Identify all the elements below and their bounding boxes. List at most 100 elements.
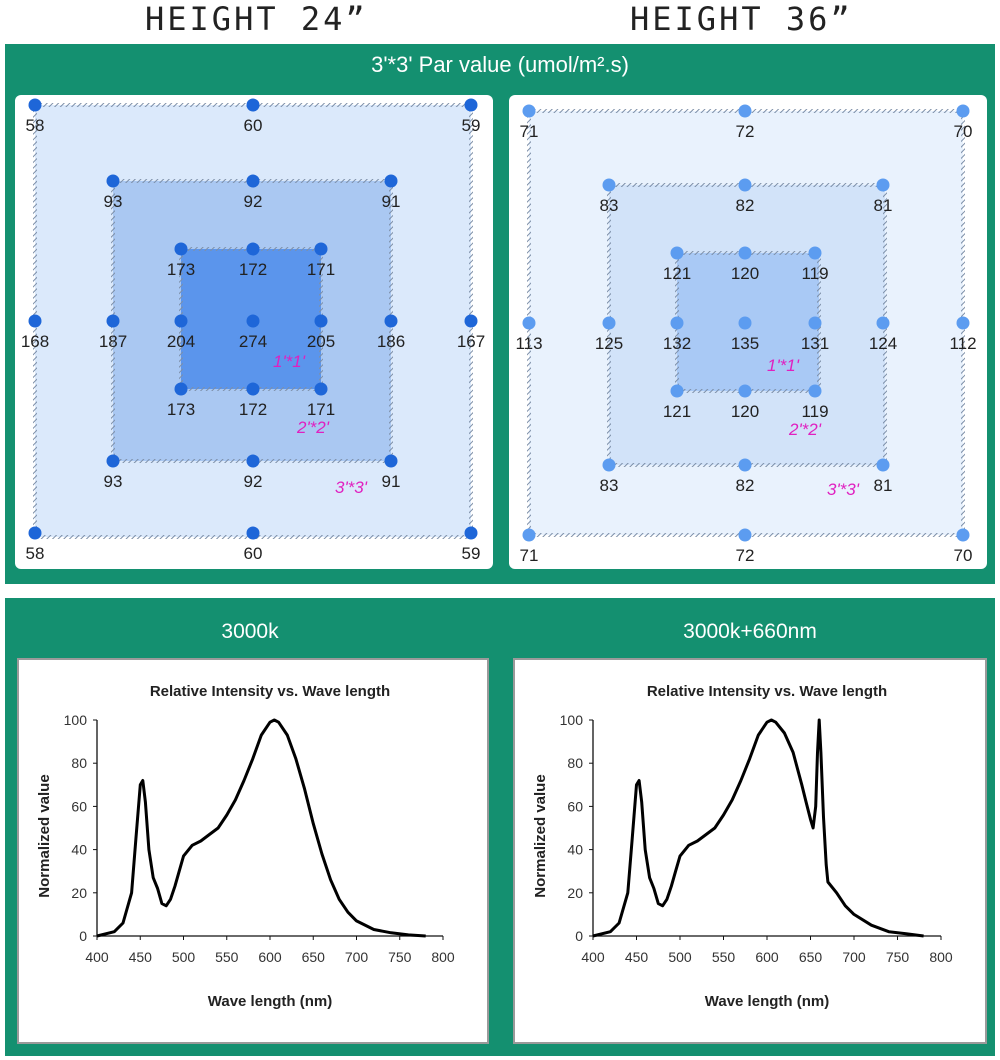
par-value-mid: 92: [244, 472, 263, 491]
par-value-outer: 113: [515, 334, 542, 353]
par-value-outer: 60: [244, 116, 263, 135]
par-point-dot: [876, 316, 890, 330]
par-value-inner: 171: [307, 400, 335, 419]
y-tick-label: 0: [575, 928, 583, 944]
par-point-dot: [246, 314, 260, 328]
par-point-dot: [246, 98, 260, 112]
zone-label-2x2: 2'*2': [788, 420, 822, 439]
x-tick-label: 700: [345, 949, 369, 965]
par-value-mid: 82: [736, 196, 755, 215]
par-value-inner: 204: [167, 332, 195, 351]
x-tick-label: 450: [625, 949, 649, 965]
y-tick-label: 80: [71, 755, 87, 771]
par-point-dot: [464, 98, 478, 112]
par-value-inner: 172: [239, 400, 267, 419]
chart-title: Relative Intensity vs. Wave length: [647, 683, 887, 700]
par-point-dot: [808, 246, 822, 260]
par-value-inner: 120: [731, 264, 759, 283]
par-value-mid: 125: [595, 334, 623, 353]
par-value-outer: 168: [21, 332, 49, 351]
par-value-outer: 71: [520, 546, 539, 565]
par-point-dot: [246, 454, 260, 468]
par-value-mid: 187: [99, 332, 127, 351]
par-value-mid: 91: [382, 192, 401, 211]
y-tick-label: 40: [71, 842, 87, 858]
x-axis-label: Wave length (nm): [208, 993, 332, 1010]
x-tick-label: 600: [258, 949, 282, 965]
par-point-dot: [738, 384, 752, 398]
spectrum-line: [96, 718, 426, 938]
par-grid-36: 71 72 70 113 112 71 72 70 83 82 81 125 124 83 82 81 121 1…: [515, 104, 977, 565]
par-value-outer: 72: [736, 546, 755, 565]
par-point-dot: [602, 316, 616, 330]
par-value-outer: 72: [736, 122, 755, 141]
par-value-outer: 59: [462, 544, 481, 563]
par-banner: 3'*3' Par value (umol/m².s): [371, 52, 629, 77]
par-point-dot: [314, 242, 328, 256]
x-tick-label: 500: [172, 949, 196, 965]
par-value-mid: 81: [874, 476, 893, 495]
par-value-inner: 173: [167, 260, 195, 279]
par-value-inner: 171: [307, 260, 335, 279]
par-point-dot: [956, 104, 970, 118]
par-value-outer: 60: [244, 544, 263, 563]
x-tick-label: 800: [929, 949, 953, 965]
y-tick-label: 80: [567, 755, 583, 771]
chart-title: Relative Intensity vs. Wave length: [150, 683, 390, 700]
par-point-dot: [106, 174, 120, 188]
x-tick-label: 800: [431, 949, 455, 965]
par-point-dot: [738, 104, 752, 118]
y-tick-label: 20: [567, 885, 583, 901]
x-tick-label: 400: [581, 949, 605, 965]
par-value-inner: 173: [167, 400, 195, 419]
par-point-dot: [464, 314, 478, 328]
par-point-dot: [956, 528, 970, 542]
par-point-dot: [808, 316, 822, 330]
zone-label-1x1: 1'*1': [767, 356, 800, 375]
spectrum-line: [592, 718, 924, 938]
x-tick-label: 550: [215, 949, 239, 965]
par-value-mid: 82: [736, 476, 755, 495]
par-value-outer: 59: [462, 116, 481, 135]
x-tick-label: 550: [712, 949, 736, 965]
x-tick-label: 450: [129, 949, 153, 965]
par-value-mid: 186: [377, 332, 405, 351]
par-point-dot: [670, 246, 684, 260]
par-point-dot: [246, 174, 260, 188]
x-axis-label: Wave length (nm): [705, 993, 829, 1010]
par-card-24: 58 60 59 168 167 58 60 59 93 92 91 187 186 93 92 91 173 1…: [15, 95, 493, 569]
par-point-dot: [384, 454, 398, 468]
par-point-dot: [738, 246, 752, 260]
par-point-dot: [522, 104, 536, 118]
par-value-mid: 83: [600, 196, 619, 215]
par-point-dot: [106, 454, 120, 468]
par-value-outer: 71: [520, 122, 539, 141]
height-24-heading: HEIGHT 24”: [145, 0, 368, 38]
par-point-dot: [956, 316, 970, 330]
par-point-dot: [670, 316, 684, 330]
zone-label-3x3: 3'*3': [827, 480, 860, 499]
par-point-dot: [174, 314, 188, 328]
zone-label-1x1: 1'*1': [273, 352, 306, 371]
par-value-inner: 120: [731, 402, 759, 421]
par-point-dot: [28, 526, 42, 540]
par-value-inner: 119: [801, 264, 828, 283]
zone-label-3x3: 3'*3': [335, 478, 368, 497]
par-point-dot: [28, 98, 42, 112]
par-value-inner: 121: [663, 402, 691, 421]
par-value-outer: 70: [954, 546, 973, 565]
par-point-dot: [522, 316, 536, 330]
spectrum-chart-3000k: Relative Intensity vs. Wave length 0 20 40 6…: [36, 683, 455, 1010]
x-tick-label: 650: [302, 949, 326, 965]
par-value-inner: 172: [239, 260, 267, 279]
par-point-dot: [384, 174, 398, 188]
par-value-mid: 93: [104, 192, 123, 211]
y-tick-label: 40: [567, 842, 583, 858]
par-point-dot: [28, 314, 42, 328]
height-36-heading: HEIGHT 36”: [630, 0, 853, 38]
par-point-dot: [314, 382, 328, 396]
par-point-dot: [876, 178, 890, 192]
par-grid-24: 58 60 59 168 167 58 60 59 93 92 91 187 186 93 92 91 173 1…: [21, 98, 485, 563]
par-point-dot: [174, 242, 188, 256]
par-point-dot: [602, 458, 616, 472]
